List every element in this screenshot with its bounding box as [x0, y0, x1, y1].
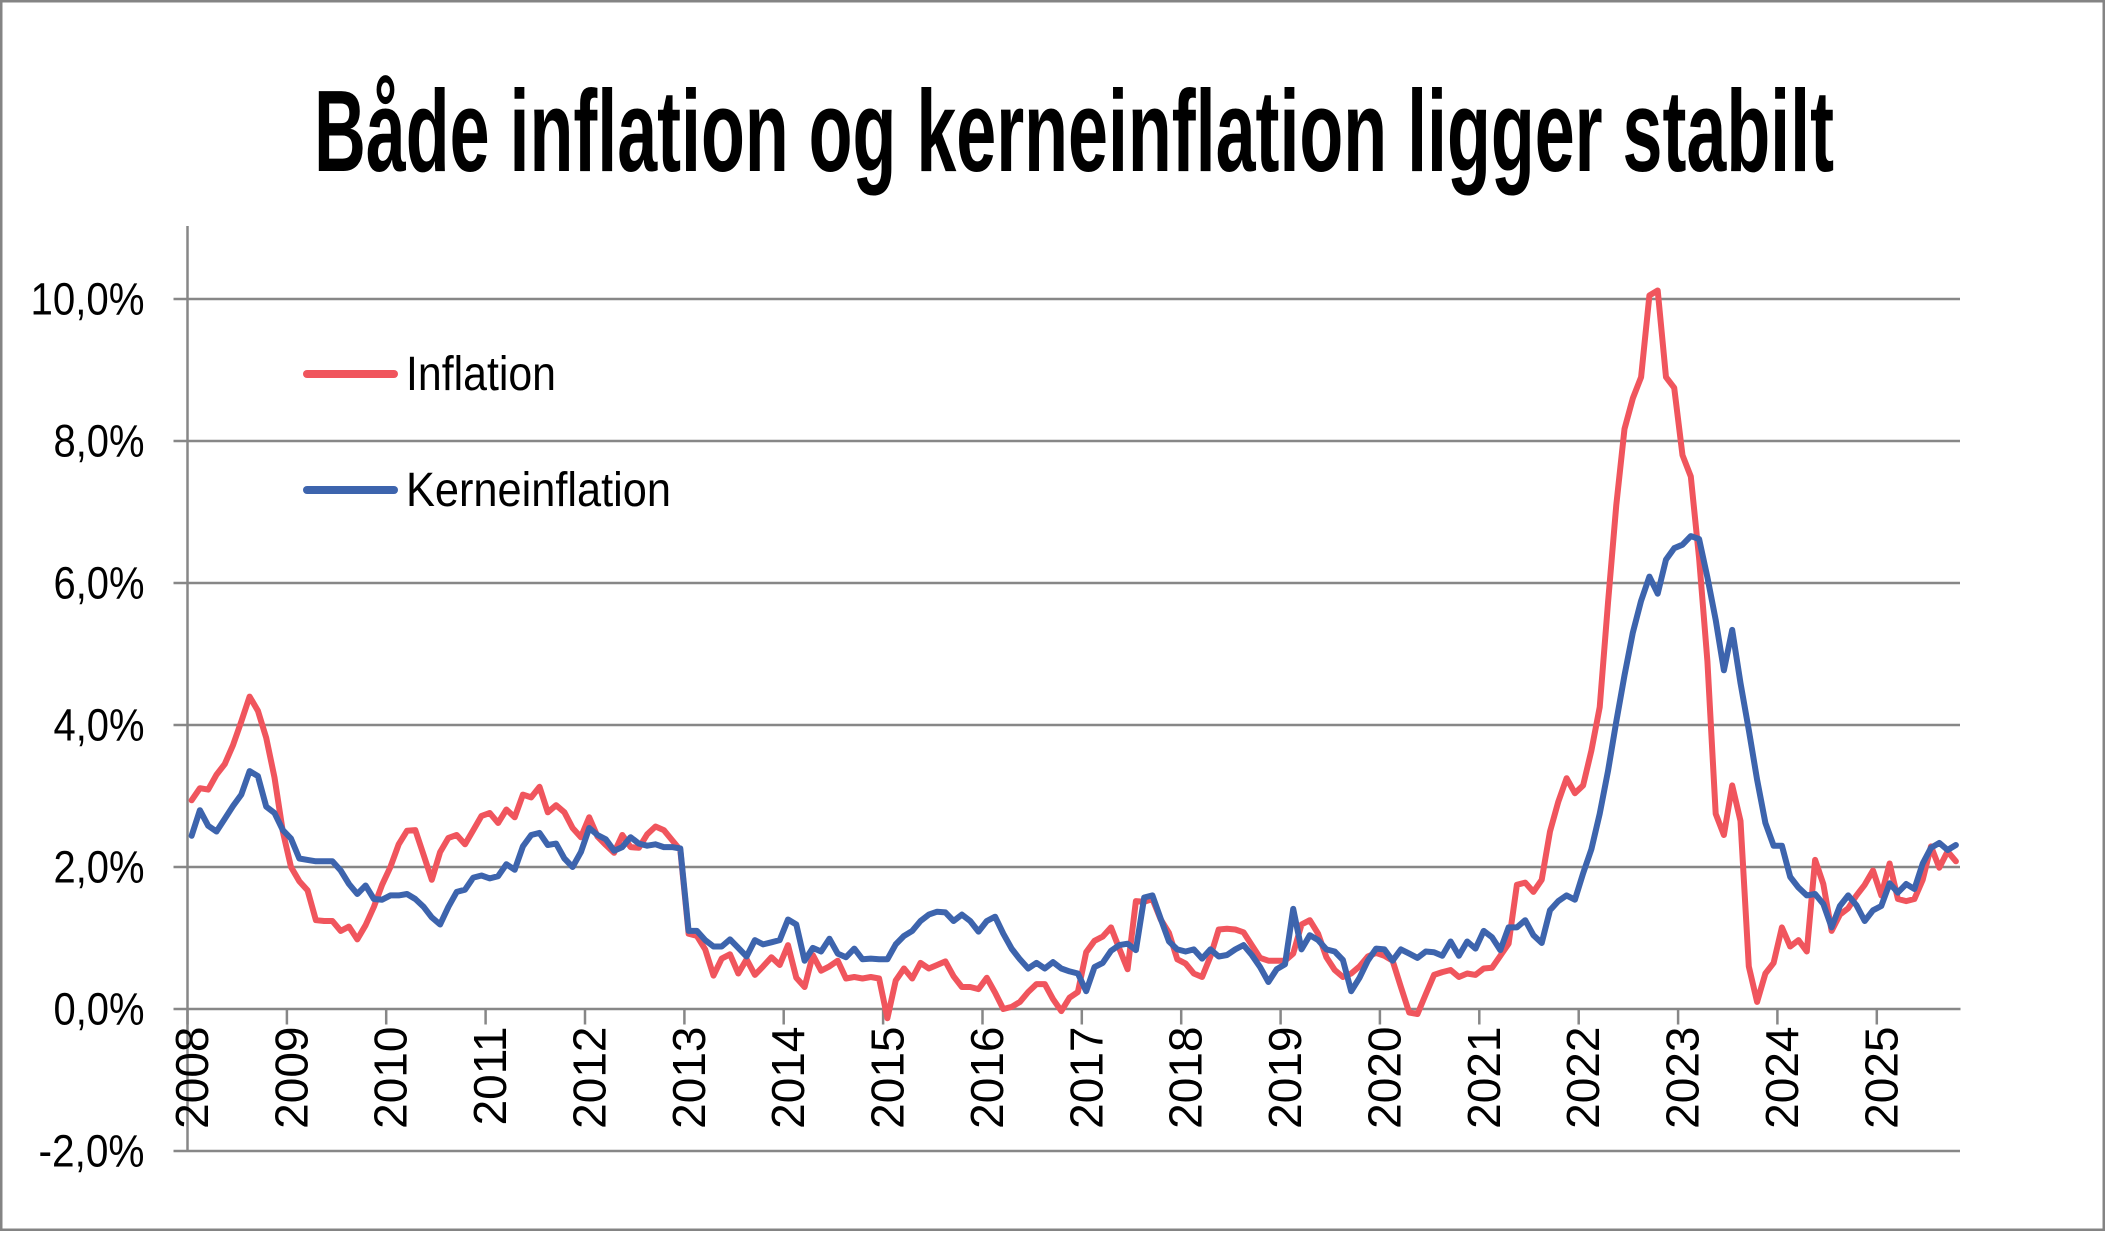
svg-text:0,0%: 0,0% [54, 984, 145, 1035]
svg-text:2018: 2018 [1160, 1027, 1212, 1129]
svg-text:2008: 2008 [166, 1027, 218, 1129]
svg-text:2013: 2013 [663, 1027, 715, 1129]
svg-text:2015: 2015 [862, 1027, 914, 1129]
svg-text:2025: 2025 [1855, 1027, 1907, 1129]
svg-text:10,0%: 10,0% [31, 274, 145, 325]
svg-text:2016: 2016 [961, 1027, 1013, 1129]
svg-text:2,0%: 2,0% [54, 842, 145, 893]
svg-text:6,0%: 6,0% [54, 558, 145, 609]
svg-text:Kerneinflation: Kerneinflation [406, 464, 671, 517]
svg-text:2014: 2014 [762, 1027, 814, 1129]
svg-text:2021: 2021 [1458, 1027, 1510, 1129]
svg-text:2010: 2010 [365, 1027, 417, 1129]
svg-text:2011: 2011 [464, 1027, 516, 1126]
svg-text:4,0%: 4,0% [54, 700, 145, 751]
svg-text:2023: 2023 [1657, 1027, 1709, 1129]
svg-text:Både inflation og kerneinflati: Både inflation og kerneinflation ligger … [314, 66, 1834, 196]
svg-text:8,0%: 8,0% [54, 416, 145, 467]
svg-text:2012: 2012 [564, 1027, 616, 1129]
svg-text:2017: 2017 [1060, 1027, 1112, 1129]
svg-text:2019: 2019 [1259, 1027, 1311, 1129]
svg-text:2020: 2020 [1358, 1027, 1410, 1129]
svg-text:2024: 2024 [1756, 1027, 1808, 1129]
svg-text:2022: 2022 [1557, 1027, 1609, 1129]
svg-text:Inflation: Inflation [406, 348, 556, 401]
svg-text:2009: 2009 [265, 1027, 317, 1129]
svg-text:-2,0%: -2,0% [39, 1126, 145, 1177]
